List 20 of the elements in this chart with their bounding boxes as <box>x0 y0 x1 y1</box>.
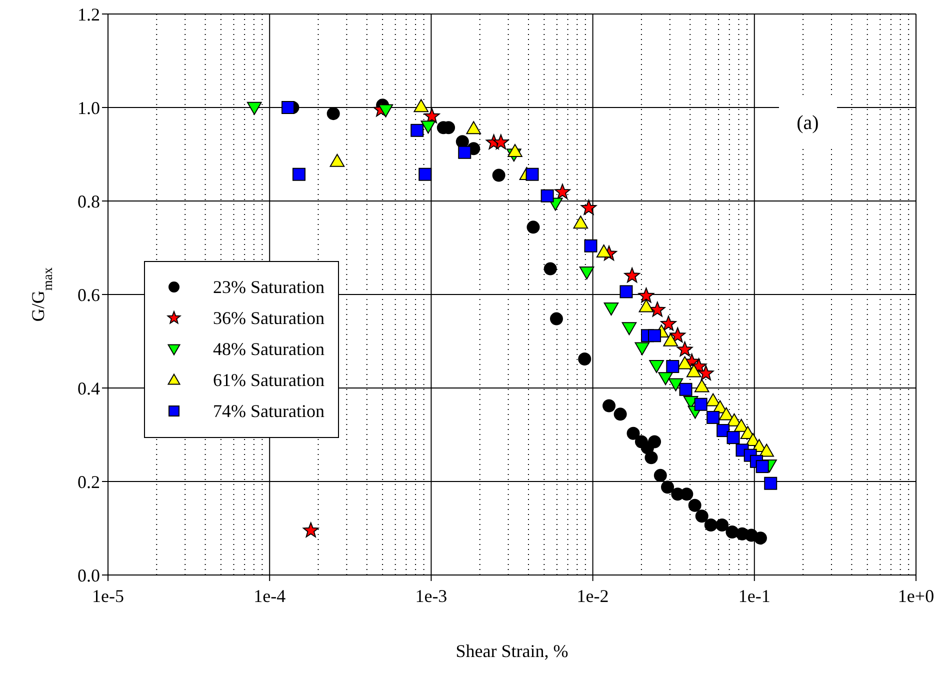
y-tick-label: 0.0 <box>78 565 100 586</box>
y-tick-label: 0.4 <box>78 378 100 398</box>
x-tick-label: 1e-4 <box>254 586 286 606</box>
legend-label: 74% Saturation <box>213 400 324 422</box>
x-tick-label: 1e-2 <box>576 586 609 606</box>
legend-label: 61% Saturation <box>213 370 324 391</box>
y-tick-label: 1.2 <box>78 4 100 24</box>
x-tick-label: 1e+0 <box>898 586 934 606</box>
annotation: (a) <box>778 98 837 150</box>
legend-label: 23% Saturation <box>213 276 324 298</box>
legend-label: 48% Saturation <box>213 338 324 360</box>
x-tick-label: 1e-3 <box>415 586 448 606</box>
x-tick-label: 1e-5 <box>92 586 124 606</box>
y-tick-label: 0.2 <box>78 472 100 492</box>
y-tick-label: 0.6 <box>78 284 100 305</box>
y-tick-label: 0.8 <box>78 191 100 212</box>
legend-label: 36% Saturation <box>213 308 324 329</box>
x-tick-label: 1e-1 <box>738 586 770 606</box>
y-tick-label: 1.0 <box>78 98 100 118</box>
x-axis-title: Shear Strain, % <box>456 641 568 661</box>
